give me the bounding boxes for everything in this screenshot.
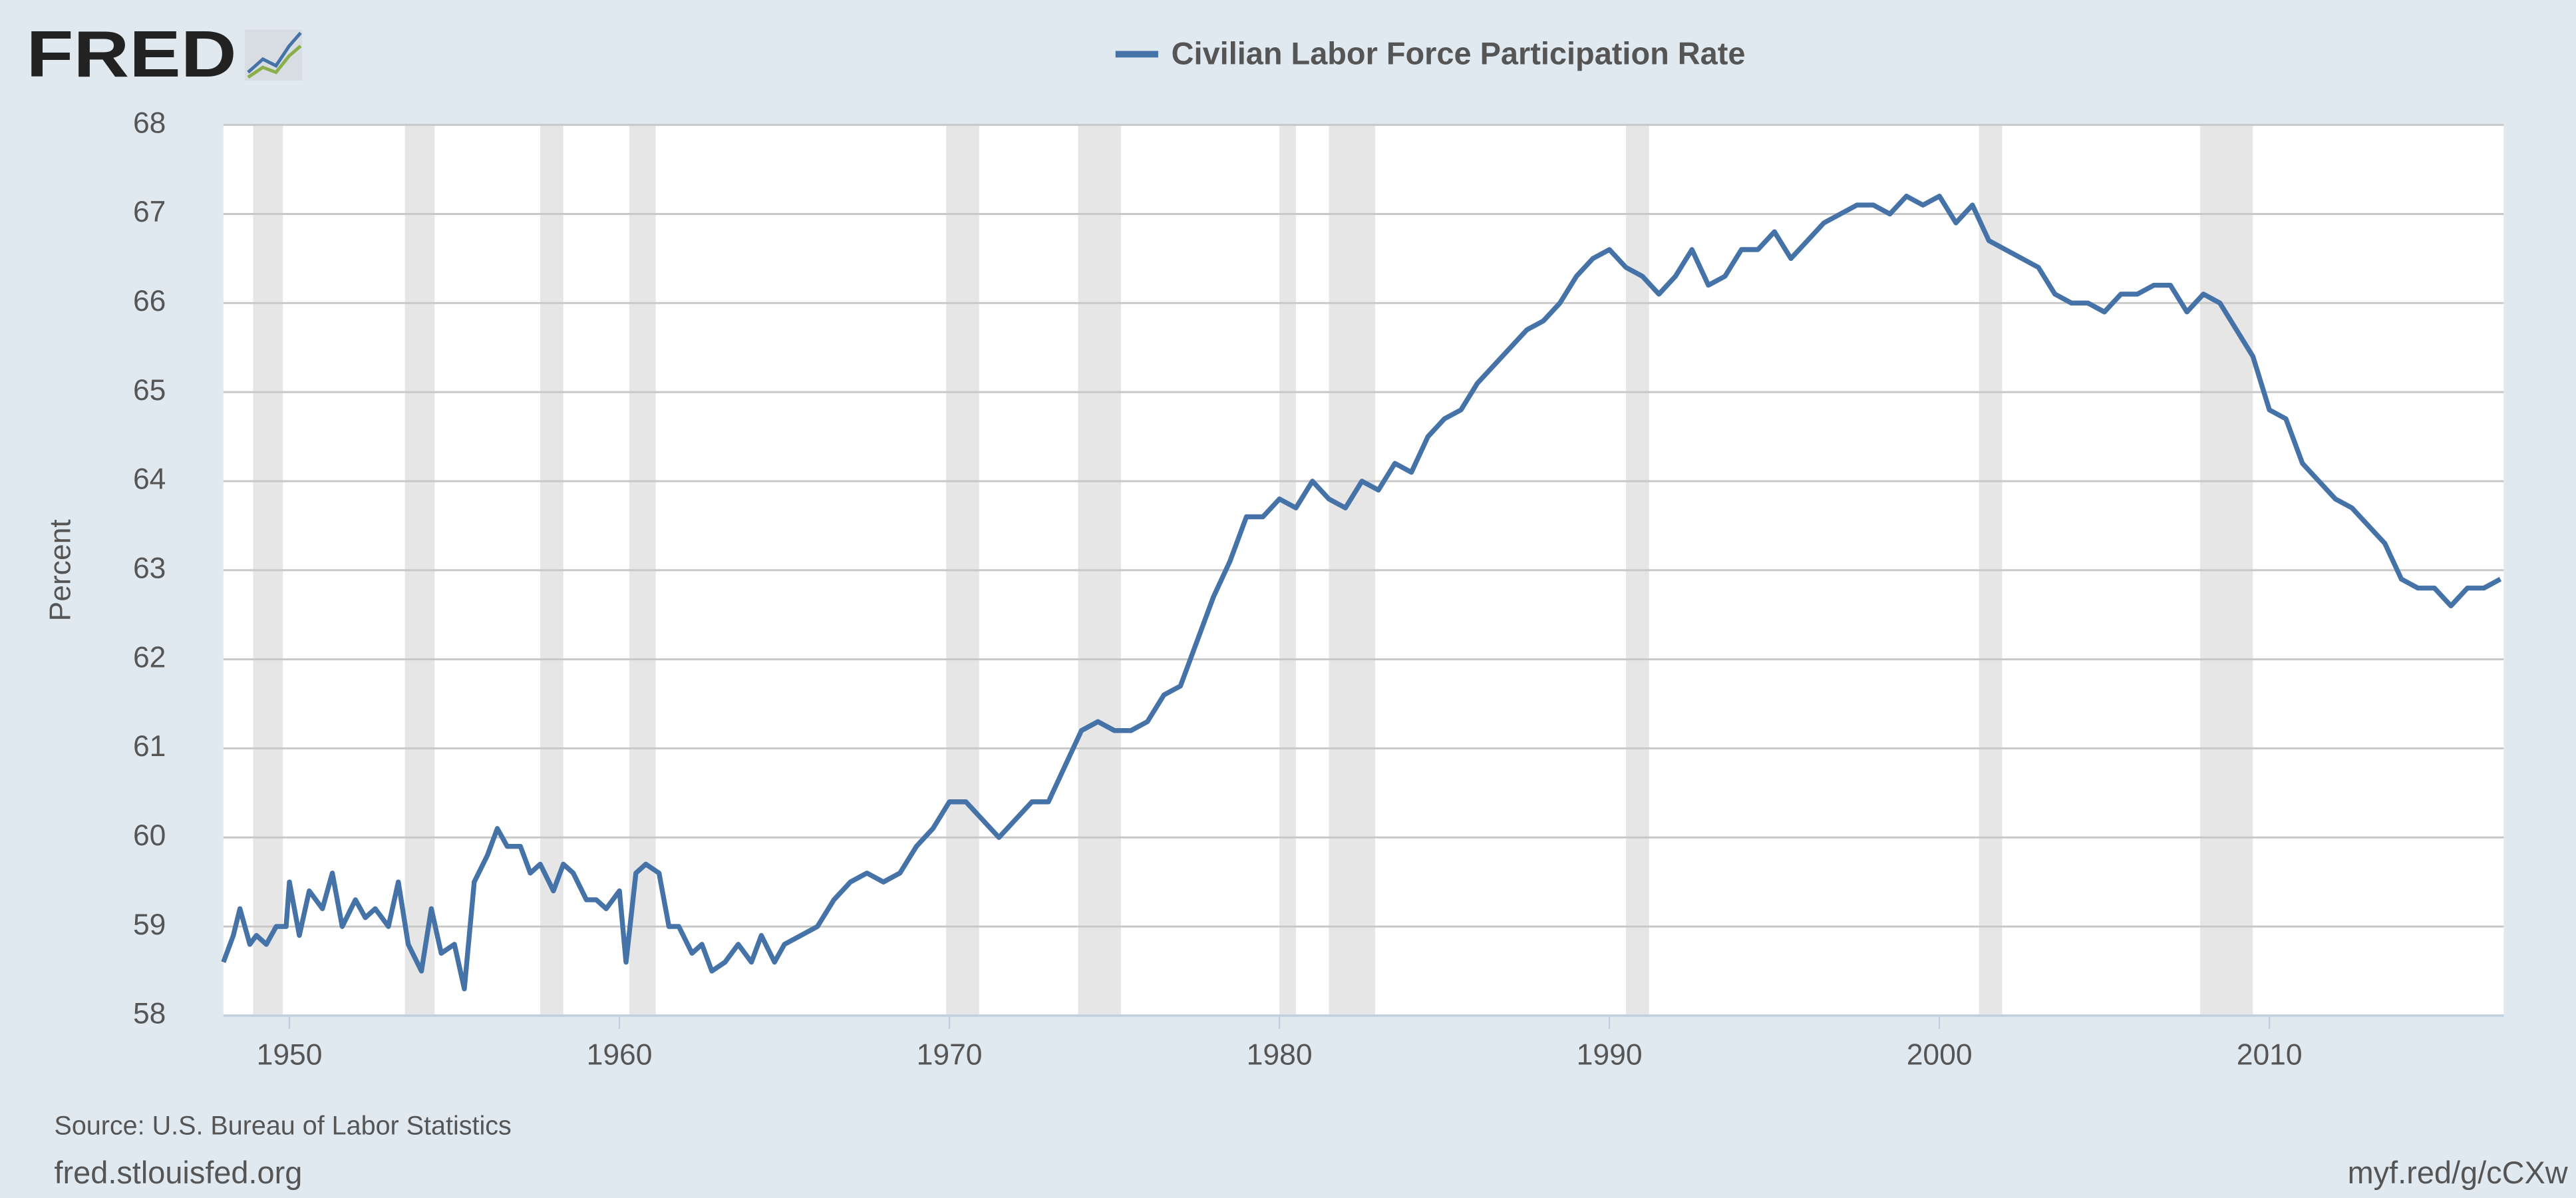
y-tick-label: 64 bbox=[133, 463, 166, 496]
x-tick-label: 2010 bbox=[2237, 1038, 2303, 1071]
series-line bbox=[221, 194, 2502, 992]
site: fred.stlouisfed.org bbox=[54, 1155, 302, 1190]
y-tick-label: 58 bbox=[133, 998, 166, 1030]
x-tick-label: 1990 bbox=[1577, 1038, 1643, 1071]
logo-icon bbox=[244, 29, 303, 81]
y-tick-label: 63 bbox=[133, 552, 166, 585]
logo: FRED bbox=[27, 17, 237, 91]
legend-label: Civilian Labor Force Participation Rate bbox=[1172, 36, 1746, 71]
y-tick-label: 65 bbox=[133, 374, 166, 407]
y-tick-label: 59 bbox=[133, 908, 166, 941]
y-tick-label: 67 bbox=[133, 196, 166, 228]
y-tick-label: 66 bbox=[133, 285, 166, 317]
x-tick-label: 1960 bbox=[587, 1038, 653, 1071]
source: Source: U.S. Bureau of Labor Statistics bbox=[54, 1111, 511, 1140]
y-tick-label: 62 bbox=[133, 641, 166, 674]
short-link: myf.red/g/cCXw bbox=[2348, 1155, 2568, 1190]
y-tick-label: 60 bbox=[133, 819, 166, 852]
x-tick-label: 1980 bbox=[1247, 1038, 1313, 1071]
x-tick-label: 1970 bbox=[917, 1038, 983, 1071]
y-axis-label: Percent bbox=[45, 519, 77, 622]
y-tick-label: 68 bbox=[133, 106, 166, 139]
y-tick-label: 61 bbox=[133, 730, 166, 763]
x-tick-label: 1950 bbox=[257, 1038, 323, 1071]
x-tick-label: 2000 bbox=[1907, 1038, 1973, 1071]
